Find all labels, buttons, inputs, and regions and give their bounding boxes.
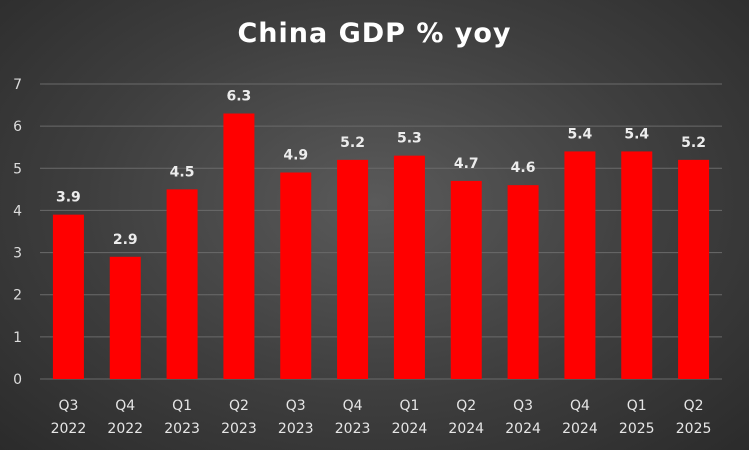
x-tick-label-quarter: Q1 bbox=[172, 398, 192, 414]
x-tick-label-quarter: Q1 bbox=[399, 398, 419, 414]
bar bbox=[52, 214, 84, 379]
y-tick-label: 4 bbox=[13, 203, 22, 219]
bar bbox=[280, 172, 312, 379]
bar bbox=[678, 159, 710, 379]
bar bbox=[450, 180, 482, 379]
x-tick-label-year: 2025 bbox=[619, 421, 655, 437]
y-tick-label: 6 bbox=[13, 119, 22, 135]
data-label: 5.2 bbox=[681, 135, 706, 151]
x-tick-label-quarter: Q1 bbox=[627, 398, 647, 414]
data-label: 5.2 bbox=[340, 135, 365, 151]
data-label: 2.9 bbox=[113, 232, 138, 248]
x-tick-label-year: 2022 bbox=[107, 421, 143, 437]
bar bbox=[109, 256, 141, 379]
data-label: 5.3 bbox=[397, 131, 422, 147]
x-tick-label-quarter: Q4 bbox=[343, 398, 363, 414]
data-label: 4.6 bbox=[511, 160, 536, 176]
bar bbox=[393, 155, 425, 379]
x-tick-label-quarter: Q3 bbox=[513, 398, 533, 414]
x-tick-label-quarter: Q3 bbox=[58, 398, 78, 414]
bar bbox=[621, 151, 653, 379]
x-tick-label-year: 2023 bbox=[278, 421, 314, 437]
y-tick-label: 1 bbox=[13, 330, 22, 346]
x-tick-label-year: 2024 bbox=[562, 421, 598, 437]
x-tick-label-quarter: Q4 bbox=[570, 398, 590, 414]
x-tick-label-year: 2022 bbox=[51, 421, 87, 437]
y-tick-label: 0 bbox=[13, 372, 22, 388]
bar bbox=[337, 159, 369, 379]
x-tick-label-year: 2025 bbox=[676, 421, 712, 437]
x-tick-label-year: 2023 bbox=[164, 421, 200, 437]
data-label: 3.9 bbox=[56, 190, 81, 206]
bar bbox=[564, 151, 596, 379]
x-tick-label-quarter: Q3 bbox=[286, 398, 306, 414]
bar bbox=[166, 189, 198, 379]
x-tick-label-quarter: Q2 bbox=[229, 398, 249, 414]
x-tick-label-quarter: Q2 bbox=[684, 398, 704, 414]
data-label: 4.5 bbox=[170, 164, 195, 180]
x-tick-label-quarter: Q4 bbox=[115, 398, 135, 414]
bar bbox=[507, 185, 539, 379]
chart-title: China GDP % yoy bbox=[237, 18, 512, 49]
x-tick-label-year: 2023 bbox=[221, 421, 257, 437]
bar bbox=[223, 113, 255, 379]
y-tick-label: 2 bbox=[13, 288, 22, 304]
data-label: 4.9 bbox=[283, 148, 308, 164]
x-tick-label-year: 2024 bbox=[392, 421, 428, 437]
data-label: 5.4 bbox=[624, 126, 649, 142]
x-tick-label-year: 2024 bbox=[448, 421, 484, 437]
data-label: 5.4 bbox=[568, 126, 593, 142]
x-tick-label-year: 2024 bbox=[505, 421, 541, 437]
x-tick-label-quarter: Q2 bbox=[456, 398, 476, 414]
x-tick-label-year: 2023 bbox=[335, 421, 371, 437]
data-label: 6.3 bbox=[227, 89, 252, 105]
y-tick-label: 5 bbox=[13, 161, 22, 177]
y-tick-label: 7 bbox=[13, 77, 22, 93]
data-label: 4.7 bbox=[454, 156, 479, 172]
y-tick-label: 3 bbox=[13, 246, 22, 262]
